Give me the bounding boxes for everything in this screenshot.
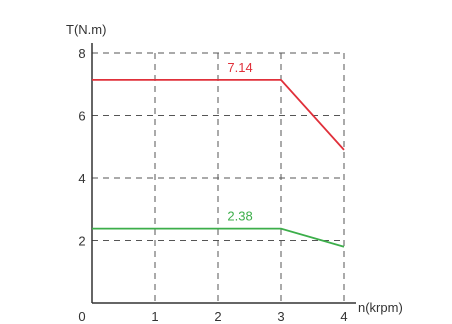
data-label: 7.14: [227, 60, 252, 75]
series-layer: 7.14 2.38: [91, 60, 345, 248]
x-tick-label: 3: [277, 309, 284, 324]
axes: T(N.m) n(krpm): [66, 22, 403, 315]
x-tick-label: 2: [214, 309, 221, 324]
y-tick-label: 4: [78, 171, 85, 186]
grid: [92, 52, 345, 303]
y-axis-label: T(N.m): [66, 22, 106, 37]
x-tick-label: 4: [340, 309, 347, 324]
tick-labels: 0 1 2 3 4 2 4 6 8: [78, 46, 347, 324]
y-tick-label: 6: [78, 109, 85, 124]
x-tick-label: 1: [151, 309, 158, 324]
x-axis-label: n(krpm): [358, 300, 403, 315]
y-tick-label: 2: [78, 234, 85, 249]
x-tick-label: 0: [78, 309, 85, 324]
data-label: 2.38: [227, 209, 252, 224]
y-tick-label: 8: [78, 46, 85, 61]
